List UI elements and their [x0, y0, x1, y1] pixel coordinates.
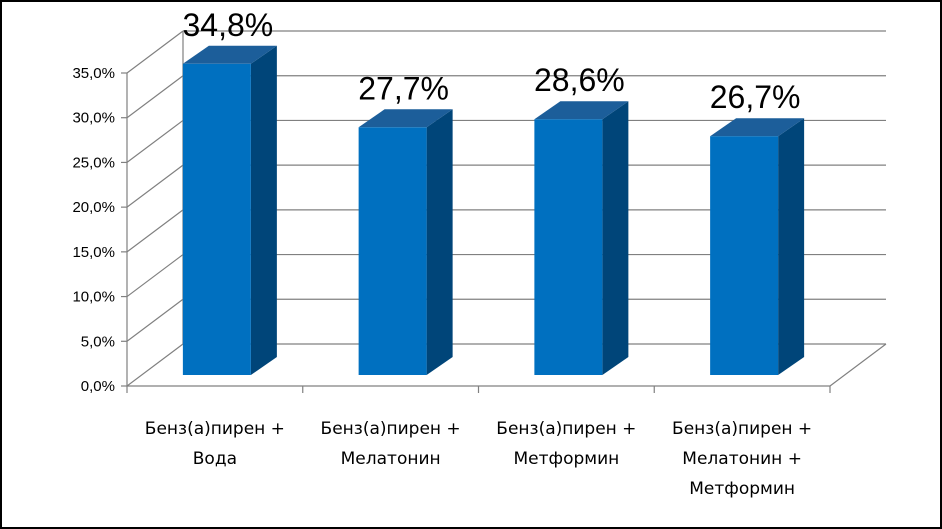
bar-side [250, 45, 277, 375]
y-tick-label: 15,0% [72, 244, 115, 261]
x-category-label: Мелатонин [341, 449, 441, 469]
bar-top [358, 109, 453, 128]
data-label: 26,7% [710, 79, 801, 115]
data-label: 28,6% [534, 62, 625, 98]
side-gridline [126, 254, 184, 298]
bar-top [182, 45, 277, 64]
y-tick-label: 35,0% [72, 65, 115, 82]
bar [534, 119, 603, 375]
side-gridline [126, 30, 184, 74]
bar [358, 127, 427, 375]
data-label: 27,7% [358, 70, 449, 106]
side-gridline [126, 164, 184, 208]
bar-top [534, 101, 629, 120]
side-gridline [126, 298, 184, 342]
bar-side [602, 101, 629, 375]
x-category-label: Метформин [514, 449, 620, 469]
x-category-label: Метформин [689, 479, 795, 499]
y-tick-label: 30,0% [72, 110, 115, 127]
bar-side [778, 118, 805, 376]
y-tick-label: 5,0% [81, 333, 115, 350]
bar-side [426, 109, 453, 375]
x-category-label: Бенз(а)пирен + [496, 419, 636, 439]
side-gridline [126, 75, 184, 119]
y-tick-label: 0,0% [81, 378, 115, 395]
x-category-label: Бенз(а)пирен + [321, 419, 461, 439]
y-tick-label: 25,0% [72, 154, 115, 171]
x-category-label: Бенз(а)пирен + [672, 419, 812, 439]
side-gridline [126, 209, 184, 253]
y-tick-label: 20,0% [72, 199, 115, 216]
bar [182, 63, 251, 375]
side-gridline [126, 343, 184, 387]
bar-top [710, 118, 805, 137]
bar [710, 136, 779, 375]
y-tick-label: 10,0% [72, 289, 115, 306]
x-category-label: Мелатонин + [682, 449, 802, 469]
x-category-label: Бенз(а)пирен + [145, 419, 285, 439]
x-category-label: Вода [193, 449, 237, 469]
side-gridline [126, 119, 184, 163]
data-label: 34,8% [183, 7, 274, 43]
